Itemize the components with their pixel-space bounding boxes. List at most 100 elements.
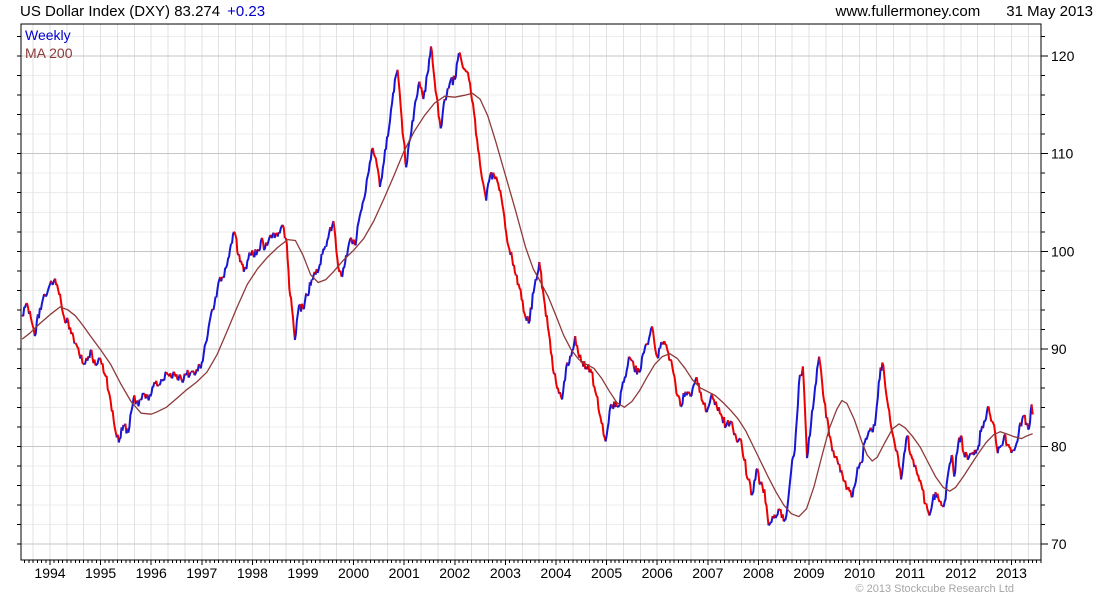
price-series-segment: [589, 368, 607, 442]
source-row: www.fullermoney.com 31 May 2013: [836, 3, 1094, 20]
price-series-segment: [851, 466, 859, 498]
price-series-segment: [651, 326, 660, 359]
date-text: 31 May 2013: [1006, 3, 1093, 20]
price-series-segment: [101, 363, 118, 438]
price-series-segment: [175, 374, 179, 380]
price-series-segment: [513, 264, 517, 276]
x-tick-label: 2009: [793, 565, 824, 581]
price-series-segment: [495, 176, 512, 256]
price-series-segment: [1020, 415, 1025, 427]
price-series-segment: [221, 276, 224, 279]
x-tick-label: 2013: [996, 565, 1027, 581]
price-series-segment: [914, 464, 927, 505]
price-series-segment: [332, 220, 341, 273]
legend-weekly-label: Weekly: [25, 27, 71, 43]
y-tick-label: 80: [1051, 438, 1067, 454]
price-series-segment: [94, 357, 101, 367]
price-series-segment: [316, 254, 323, 274]
price-series-segment: [527, 307, 532, 324]
price-series-segment: [22, 303, 28, 317]
x-tick-label: 1996: [136, 565, 167, 581]
price-series-segment: [750, 467, 759, 496]
price-series-segment: [44, 280, 52, 298]
price-series-segment: [1010, 449, 1014, 454]
price-series-segment: [28, 311, 36, 337]
x-tick-label: 2006: [642, 565, 673, 581]
price-series-segment: [710, 393, 716, 406]
price-series-segment: [212, 296, 217, 311]
x-tick-label: 2007: [692, 565, 723, 581]
price-series-segment: [517, 283, 528, 321]
price-series-segment: [187, 371, 192, 379]
price-series-segment: [835, 455, 840, 465]
price-series-segment: [1004, 434, 1008, 447]
price-series-segment: [763, 489, 770, 526]
price-series-segment: [340, 255, 347, 278]
price-series-segment: [881, 362, 897, 452]
x-tick-label: 1999: [287, 565, 318, 581]
x-tick-label: 1997: [186, 565, 217, 581]
price-series-segment: [645, 342, 648, 346]
price-series-segment: [245, 252, 251, 270]
price-series-segment: [906, 434, 916, 468]
price-series-segment: [567, 355, 572, 367]
price-series-segment: [71, 332, 76, 344]
price-series-segment: [574, 335, 581, 358]
price-series-segment: [54, 278, 67, 324]
price-series-segment: [222, 243, 233, 279]
price-series-segment: [515, 274, 519, 286]
price-series-segment: [284, 237, 296, 341]
x-tick-label: 2010: [844, 565, 875, 581]
price-series-segment: [430, 46, 442, 129]
x-tick-label: 2001: [389, 565, 420, 581]
price-series-segment: [74, 342, 82, 359]
price-series-segment: [538, 261, 555, 375]
price-series-segment: [756, 468, 762, 486]
x-tick-label: 2002: [439, 565, 470, 581]
price-series-segment: [669, 358, 682, 407]
price-series-segment: [777, 508, 783, 518]
price-series-segment: [307, 282, 311, 297]
price-series-segment: [657, 347, 661, 359]
price-series-segment: [127, 395, 136, 433]
y-tick-label: 100: [1051, 243, 1075, 259]
price-series-segment: [137, 399, 141, 407]
price-series-segment: [604, 403, 613, 442]
price-series-segment: [354, 147, 374, 246]
price-series-segment: [950, 454, 956, 477]
series-group: [21, 46, 1034, 527]
price-series-segment: [444, 88, 449, 101]
price-series-segment: [458, 52, 488, 201]
price-series-segment: [422, 46, 432, 100]
price-series-segment: [321, 245, 327, 255]
price-series-segment: [697, 382, 701, 393]
x-tick-label: 1994: [34, 565, 65, 581]
price-series-segment: [98, 357, 103, 365]
price-series-segment: [826, 417, 834, 452]
price-series-segment: [818, 356, 828, 419]
price-series-segment: [510, 251, 515, 266]
x-tick-label: 2012: [945, 565, 976, 581]
price-series-segment: [149, 382, 156, 397]
price-series-segment: [199, 308, 214, 369]
price-series-segment: [616, 356, 630, 408]
price-series-segment: [261, 237, 265, 251]
instrument-title: US Dollar Index (DXY) 83.274: [20, 3, 221, 20]
price-series-segment: [767, 515, 774, 527]
price-series-segment: [959, 435, 966, 458]
price-series-segment: [928, 494, 935, 516]
price-series-segment: [976, 425, 984, 451]
x-tick-label: 2000: [338, 565, 369, 581]
price-series-segment: [418, 81, 425, 100]
price-series-segment: [717, 407, 724, 424]
price-series-segment: [439, 98, 446, 129]
x-tick-label: 1995: [85, 565, 116, 581]
price-series-segment: [156, 384, 160, 387]
price-series-segment: [117, 427, 123, 443]
price-series-segment: [405, 81, 421, 168]
price-series-segment: [281, 224, 286, 239]
price-series-segment: [860, 427, 872, 464]
price-series-segment: [942, 454, 953, 508]
